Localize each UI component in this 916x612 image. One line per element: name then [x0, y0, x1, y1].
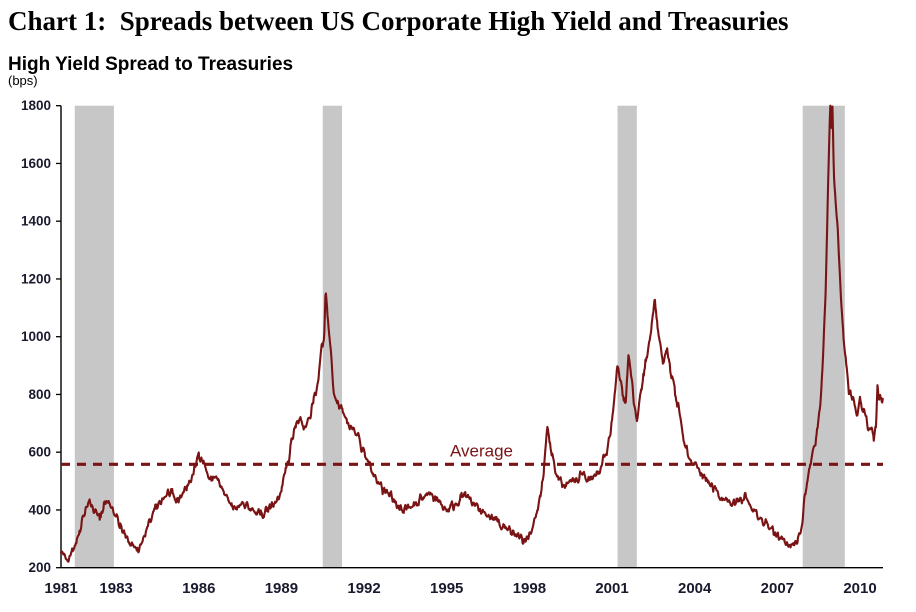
svg-text:1995: 1995 [430, 580, 463, 597]
svg-text:2007: 2007 [761, 580, 794, 597]
svg-text:1800: 1800 [21, 98, 51, 113]
svg-text:2004: 2004 [678, 580, 712, 597]
svg-text:1200: 1200 [21, 271, 51, 286]
svg-text:1989: 1989 [265, 580, 298, 597]
svg-text:Average: Average [450, 442, 513, 461]
svg-text:1986: 1986 [182, 580, 215, 597]
svg-text:1600: 1600 [21, 156, 51, 171]
svg-text:1981: 1981 [44, 580, 77, 597]
svg-text:1998: 1998 [513, 580, 546, 597]
svg-text:1000: 1000 [21, 329, 51, 344]
svg-text:1992: 1992 [347, 580, 380, 597]
svg-text:200: 200 [28, 560, 51, 575]
svg-text:400: 400 [28, 502, 51, 517]
svg-text:2010: 2010 [843, 580, 876, 597]
svg-text:600: 600 [28, 445, 51, 460]
svg-text:800: 800 [28, 387, 51, 402]
svg-text:1983: 1983 [99, 580, 132, 597]
svg-text:2001: 2001 [595, 580, 628, 597]
svg-text:1400: 1400 [21, 214, 51, 229]
